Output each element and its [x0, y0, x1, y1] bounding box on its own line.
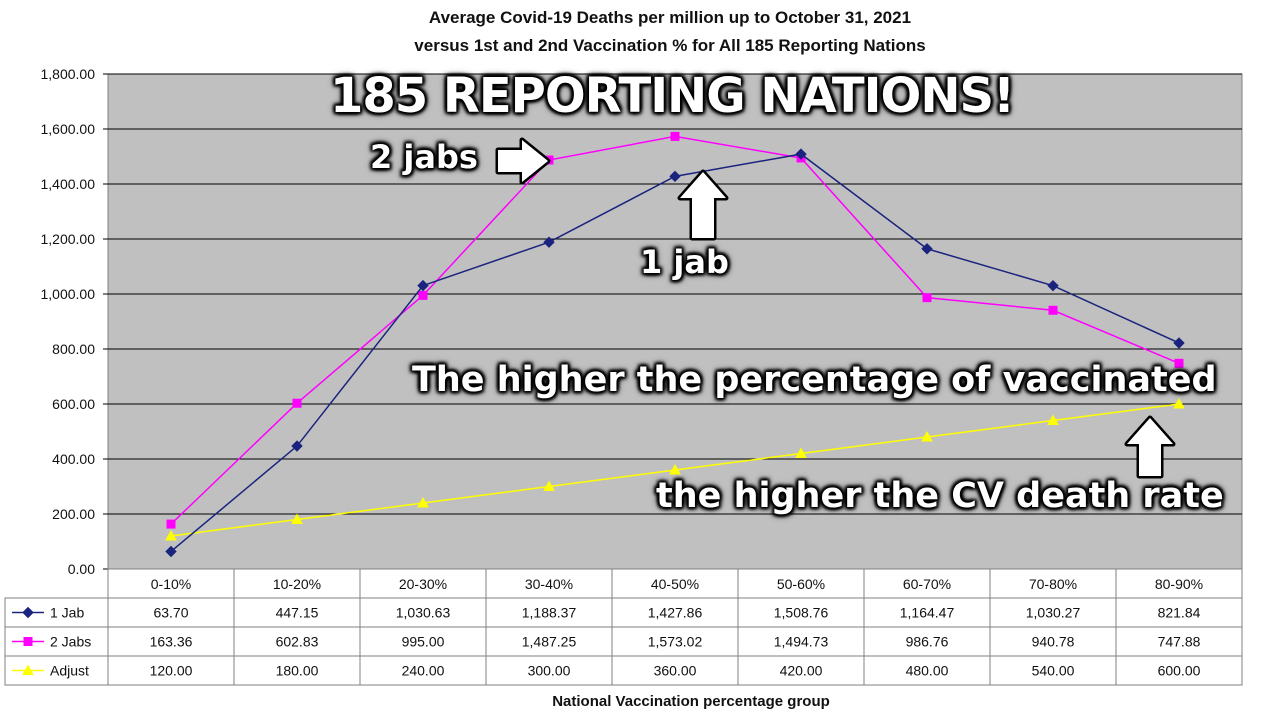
data-point-adjust: [543, 480, 555, 491]
legend-marker-adjust: [22, 664, 34, 675]
y-tick-label: 1,200.00: [41, 231, 96, 247]
data-point-1-jab: [543, 236, 555, 248]
x-tick-label: 10-20%: [273, 576, 321, 592]
headline-callout: 185 REPORTING NATIONS!: [330, 68, 1015, 124]
x-tick-label: 70-80%: [1029, 576, 1077, 592]
chart-subtitle: versus 1st and 2nd Vaccination % for All…: [414, 36, 926, 55]
data-point-adjust: [417, 496, 429, 508]
legend-label-adjust: Adjust: [50, 663, 89, 679]
claim-callout-line2: the higher the CV death rate: [656, 476, 1224, 516]
up-arrow-icon-2-fill: [1127, 418, 1173, 476]
data-label-2-jabs: 940.78: [1032, 634, 1075, 650]
legend-label-2-jabs: 2 Jabs: [50, 634, 91, 650]
data-point-2-jabs: [418, 290, 428, 300]
data-label-2-jabs: 1,494.73: [774, 634, 829, 650]
data-label-adjust: 180.00: [276, 663, 319, 679]
legend-marker-2-jabs: [23, 637, 33, 646]
x-axis-label: National Vaccination percentage group: [552, 693, 830, 710]
x-tick-label: 80-90%: [1155, 576, 1203, 592]
two-jabs-callout: 2 jabs: [370, 138, 478, 176]
data-label-1-jab: 1,030.27: [1026, 605, 1081, 621]
legend-marker-1-jab: [22, 606, 34, 619]
data-point-2-jabs: [1048, 305, 1058, 315]
data-point-adjust: [165, 529, 177, 541]
data-point-2-jabs: [166, 519, 176, 529]
data-label-2-jabs: 163.36: [150, 634, 193, 650]
data-label-1-jab: 1,427.86: [648, 605, 703, 621]
data-point-1-jab: [1173, 337, 1185, 349]
x-tick-label: 0-10%: [151, 576, 191, 592]
claim-callout-line1: The higher the percentage of vaccinated: [412, 360, 1217, 400]
data-point-2-jabs: [670, 131, 680, 141]
y-tick-label: 0.00: [68, 561, 95, 577]
data-point-2-jabs: [1174, 358, 1184, 368]
data-point-adjust: [921, 430, 933, 442]
x-tick-label: 40-50%: [651, 576, 699, 592]
data-point-adjust: [291, 513, 303, 524]
y-tick-label: 1,000.00: [41, 286, 96, 302]
chart-title: Average Covid-19 Deaths per million up t…: [428, 8, 912, 27]
data-point-1-jab: [669, 170, 681, 183]
data-label-1-jab: 1,508.76: [774, 605, 829, 621]
y-tick-label: 600.00: [52, 396, 95, 412]
data-label-adjust: 360.00: [654, 663, 697, 679]
y-tick-label: 200.00: [52, 506, 95, 522]
data-label-adjust: 540.00: [1032, 663, 1075, 679]
data-label-2-jabs: 602.83: [276, 634, 319, 650]
data-point-adjust: [669, 463, 681, 475]
y-tick-label: 1,400.00: [41, 176, 96, 192]
data-label-2-jabs: 1,573.02: [648, 634, 703, 650]
data-point-1-jab: [291, 440, 303, 452]
up-arrow-icon-fill: [680, 172, 726, 238]
x-tick-label: 30-40%: [525, 576, 573, 592]
data-point-adjust: [795, 447, 807, 458]
data-label-1-jab: 1,030.63: [396, 605, 451, 621]
x-tick-label: 50-60%: [777, 576, 825, 592]
x-tick-label: 60-70%: [903, 576, 951, 592]
data-label-adjust: 480.00: [906, 663, 949, 679]
data-point-1-jab: [1047, 279, 1059, 292]
data-label-1-jab: 1,164.47: [900, 605, 955, 621]
data-label-2-jabs: 1,487.25: [522, 634, 577, 650]
data-label-2-jabs: 995.00: [402, 634, 445, 650]
data-point-adjust: [1173, 397, 1185, 409]
data-point-2-jabs: [292, 398, 302, 408]
right-arrow-icon-fill: [498, 140, 548, 182]
data-label-1-jab: 821.84: [1158, 605, 1201, 621]
data-label-adjust: 120.00: [150, 663, 193, 679]
data-point-1-jab: [795, 148, 807, 160]
data-label-adjust: 240.00: [402, 663, 445, 679]
data-label-2-jabs: 747.88: [1158, 634, 1201, 650]
data-point-1-jab: [417, 279, 429, 292]
legend-label-1-jab: 1 Jab: [50, 605, 84, 621]
y-tick-label: 400.00: [52, 451, 95, 467]
data-label-1-jab: 1,188.37: [522, 605, 577, 621]
plot-area: [107, 73, 1243, 570]
y-tick-label: 1,800.00: [41, 66, 96, 82]
data-label-adjust: 300.00: [528, 663, 571, 679]
y-tick-label: 800.00: [52, 341, 95, 357]
data-label-1-jab: 447.15: [276, 605, 319, 621]
data-point-adjust: [1047, 414, 1059, 425]
y-tick-label: 1,600.00: [41, 121, 96, 137]
data-point-1-jab: [921, 243, 933, 255]
data-label-1-jab: 63.70: [153, 605, 188, 621]
data-label-adjust: 600.00: [1158, 663, 1201, 679]
one-jab-callout: 1 jab: [640, 243, 729, 281]
data-label-2-jabs: 986.76: [906, 634, 949, 650]
data-point-2-jabs: [922, 293, 932, 303]
data-point-1-jab: [165, 545, 177, 558]
data-label-adjust: 420.00: [780, 663, 823, 679]
x-tick-label: 20-30%: [399, 576, 447, 592]
